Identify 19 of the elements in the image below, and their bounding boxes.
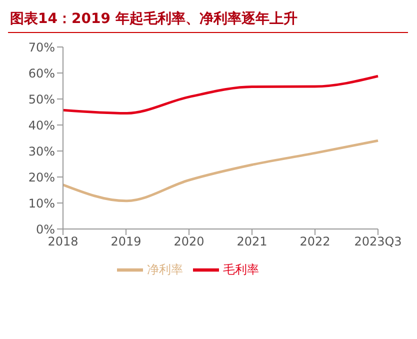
- line-series: [62, 139, 380, 202]
- x-tick-label: 2019: [110, 234, 142, 249]
- y-tick-label: 10%: [28, 196, 55, 210]
- y-tick-label: 0%: [36, 222, 55, 236]
- legend-label: 毛利率: [223, 262, 259, 276]
- y-tick-label: 20%: [28, 170, 55, 184]
- x-tick-label: 2020: [174, 234, 204, 249]
- chart-title: 图表14：2019 年起毛利率、净利率逐年上升: [8, 8, 408, 33]
- y-tick-label: 60%: [28, 66, 55, 80]
- x-tick-label: 2021: [236, 234, 268, 249]
- y-tick-label: 30%: [28, 144, 55, 158]
- line-series: [62, 74, 380, 115]
- legend-label: 净利率: [147, 262, 183, 276]
- y-tick-label: 40%: [28, 118, 55, 132]
- x-tick-label: 2022: [300, 234, 330, 249]
- y-tick-label: 70%: [28, 40, 55, 54]
- x-tick-label: 2023Q3: [354, 234, 402, 249]
- x-tick-label: 2018: [48, 234, 78, 249]
- y-tick-label: 50%: [28, 92, 55, 106]
